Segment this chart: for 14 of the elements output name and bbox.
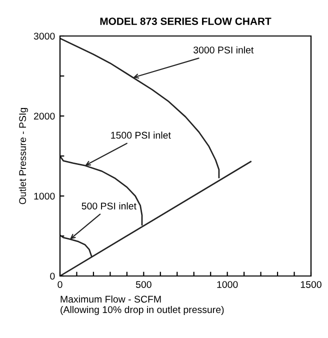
x-tick-label: 1500: [300, 281, 322, 288]
y-tick-label: 2000: [34, 112, 55, 120]
y-tick-label: 3000: [34, 32, 55, 40]
annotation: 3000 PSI inlet: [194, 46, 254, 54]
y-tick-label: 0: [50, 272, 55, 280]
x-tick-label: 1000: [217, 281, 238, 288]
x-axis-title: Maximum Flow - SCFM (Allowing 10% drop in outlet pressure): [60, 295, 224, 316]
annotation: 1500 PSI inlet: [111, 132, 171, 139]
x-tick-label: 0: [58, 281, 62, 288]
chart-title: MODEL 873 SERIES FLOW CHART: [100, 18, 272, 26]
y-tick-label: 1000: [34, 192, 55, 200]
annotation: 500 PSI inlet: [82, 202, 136, 210]
y-axis-title: Outlet Pressure - PSIg: [18, 108, 28, 204]
x-tick-label: 500: [136, 281, 152, 288]
